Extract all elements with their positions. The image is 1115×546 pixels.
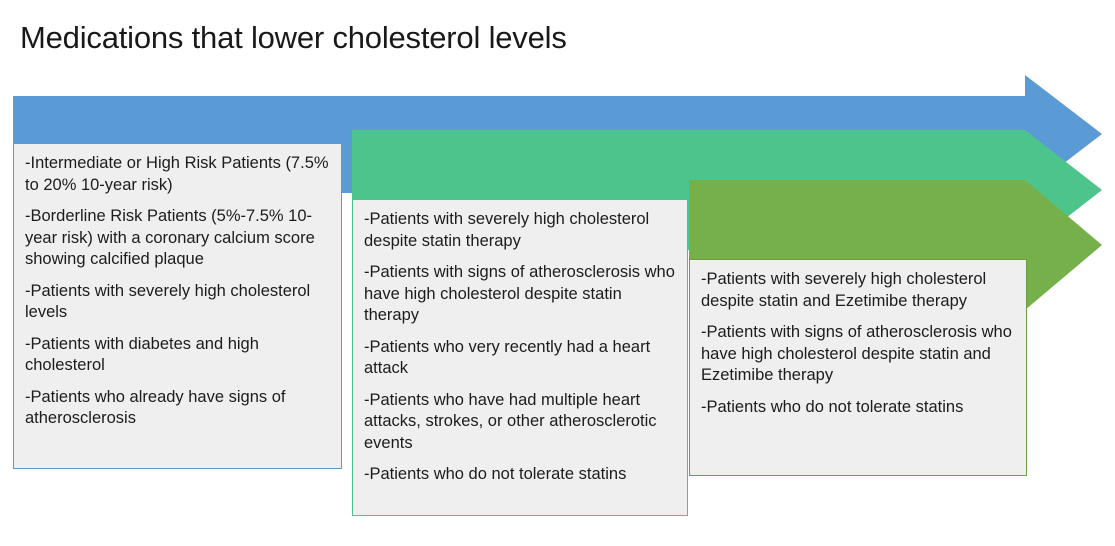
bullet-item: -Borderline Risk Patients (5%-7.5% 10-ye… — [25, 207, 315, 268]
content-box-statins: -Intermediate or High Risk Patients (7.5… — [13, 143, 342, 469]
bullet-item: -Patients who very recently had a heart … — [364, 337, 651, 378]
bullet-item: -Patients who do not tolerate statins — [701, 397, 964, 416]
bullet-item: -Patients with severely high cholesterol… — [25, 281, 311, 322]
content-box-ezetimibe: -Patients with severely high cholesterol… — [352, 199, 688, 516]
bullet-item: -Patients who have had multiple heart at… — [364, 390, 657, 452]
content-box-pcsk9: -Patients with severely high cholesterol… — [689, 259, 1027, 476]
bullet-item: -Patients with severely high cholesterol… — [364, 210, 650, 250]
bullet-item: -Patients who already have signs of athe… — [25, 387, 286, 428]
bullet-item: -Patients who do not tolerate statins — [364, 465, 627, 483]
page-title: Medications that lower cholesterol level… — [20, 20, 567, 55]
bullet-item: -Patients with signs of atherosclerosis … — [701, 323, 1012, 384]
bullet-item: -Patients with severely high cholesterol… — [701, 270, 987, 310]
bullet-item: -Patients with diabetes and high cholest… — [25, 334, 259, 375]
bullet-item: -Intermediate or High Risk Patients (7.5… — [25, 154, 329, 194]
bullet-item: -Patients with signs of atherosclerosis … — [364, 263, 675, 324]
